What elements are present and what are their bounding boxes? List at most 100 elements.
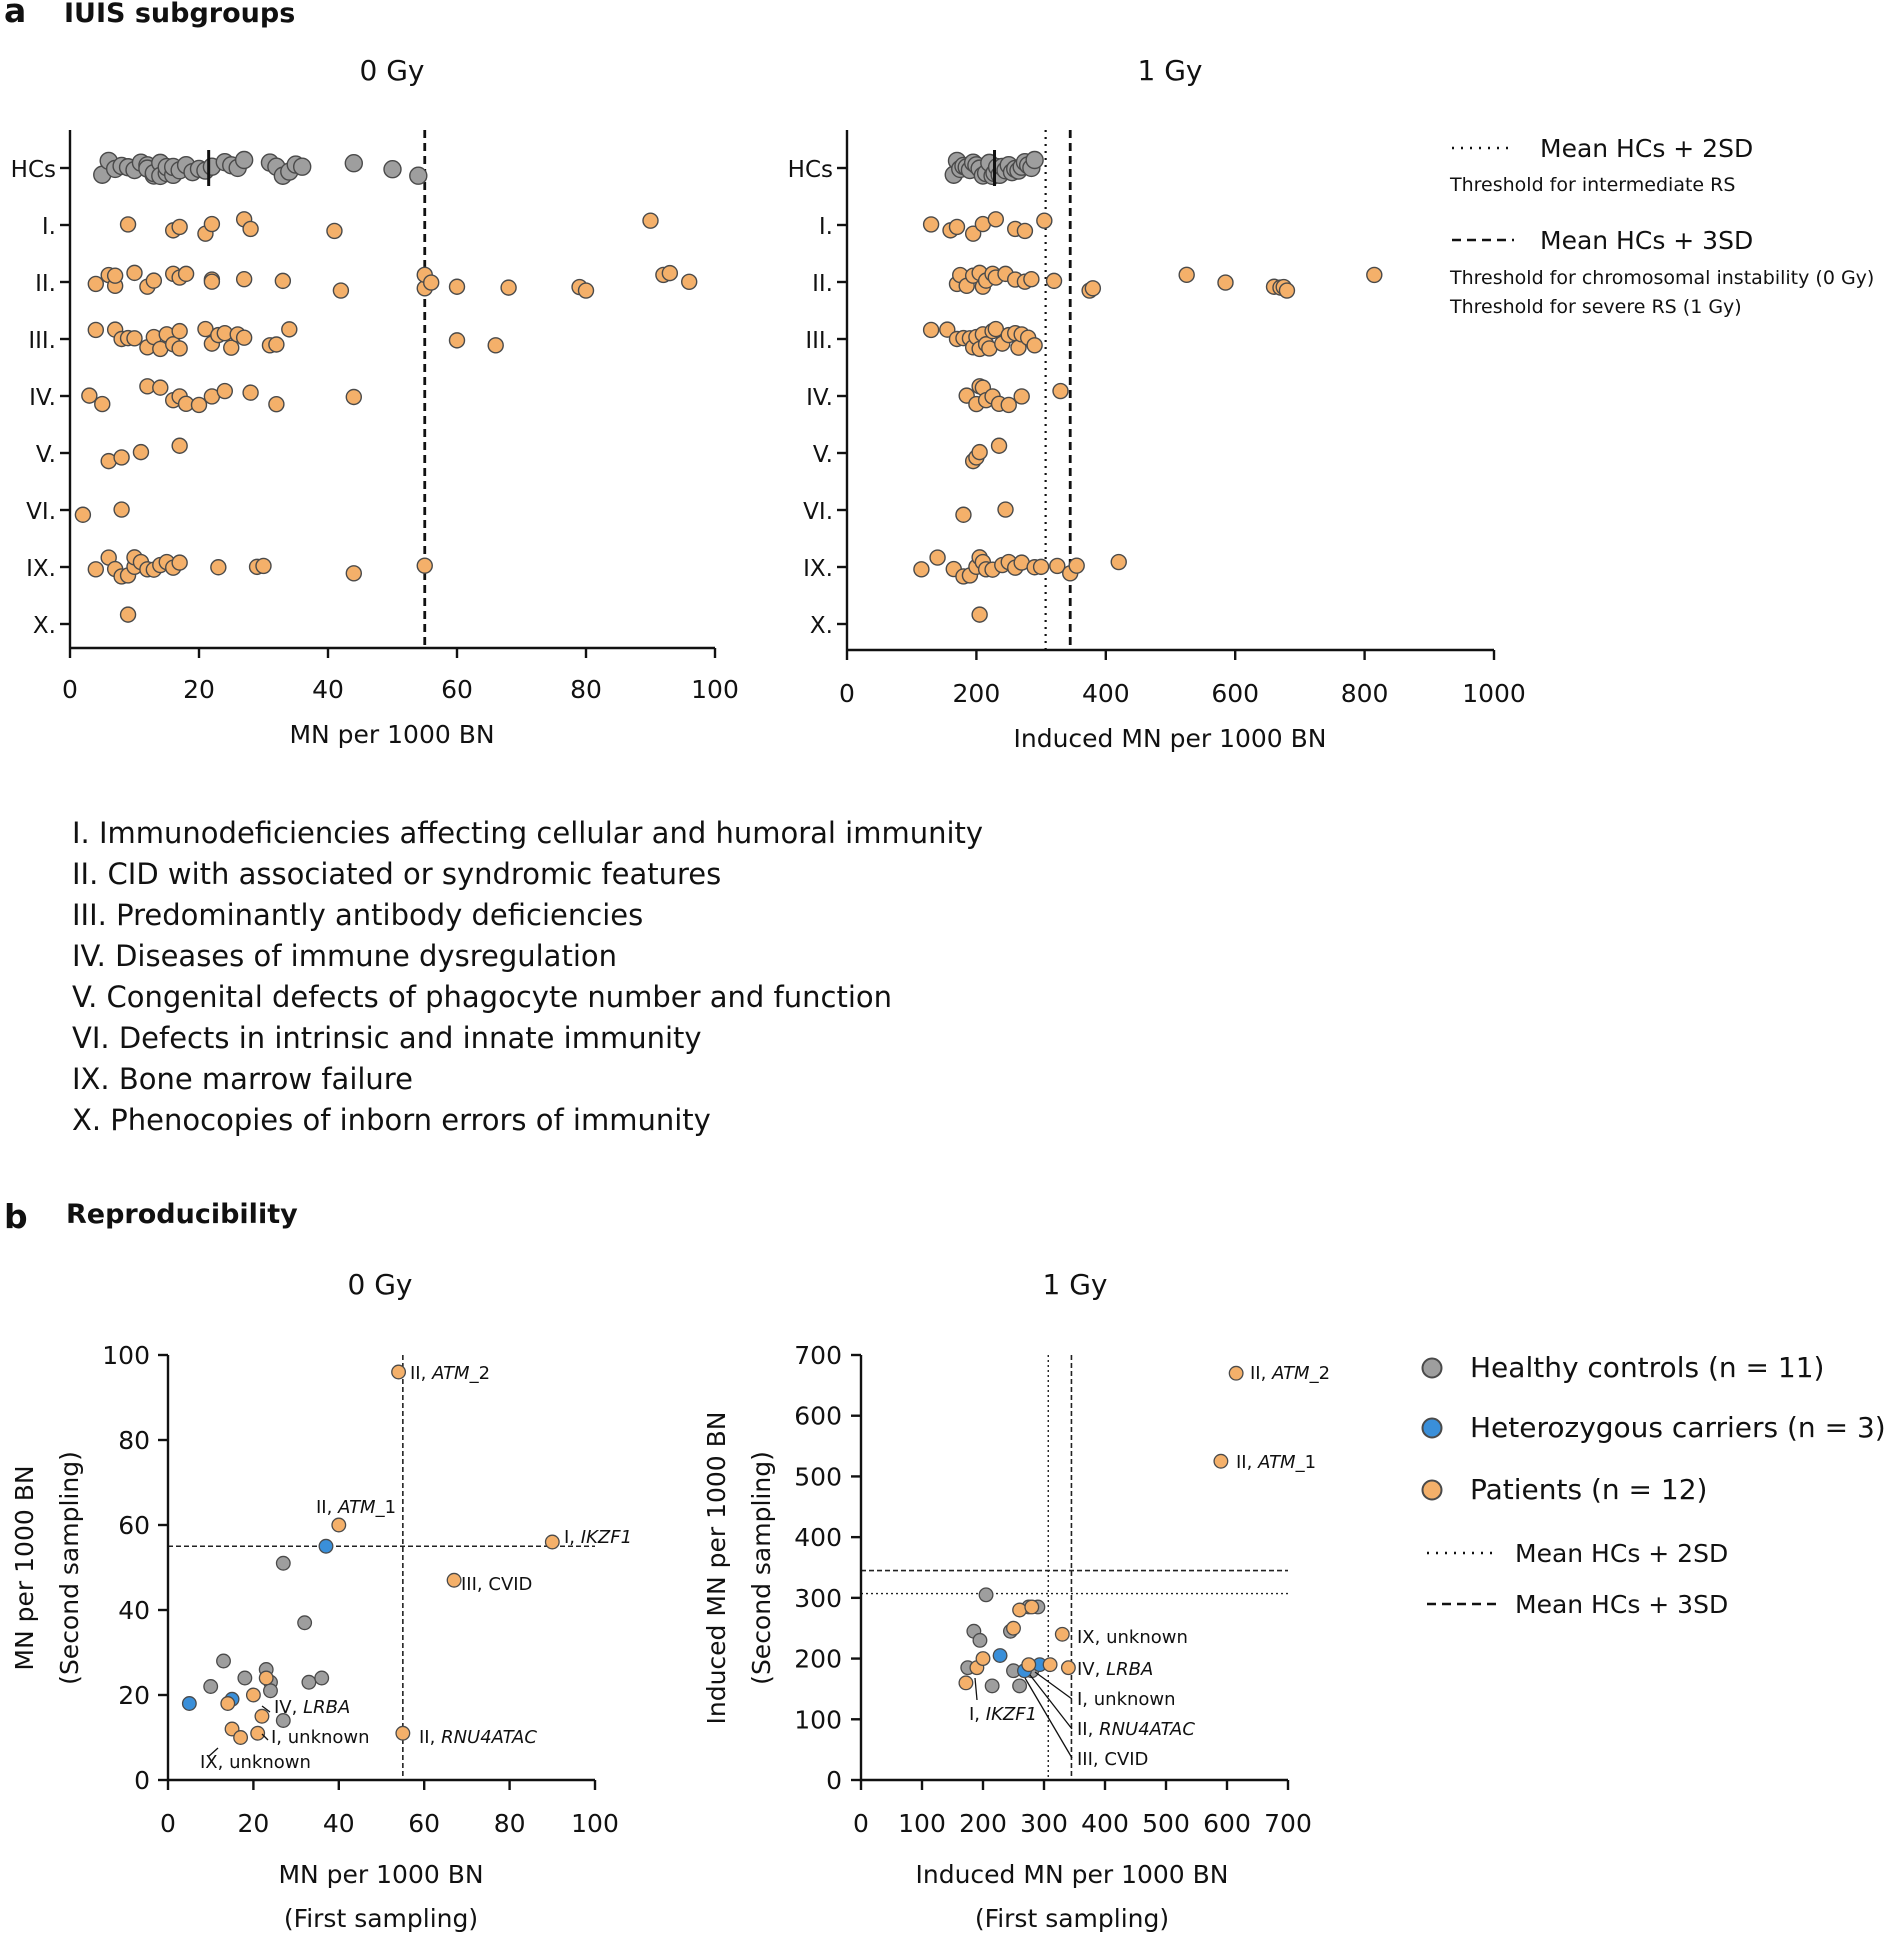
category-label: IX. [803,556,833,582]
point-annotation: IX, unknown [1077,1627,1188,1648]
patient-point [274,272,292,290]
point-annotation: II, ATM_1 [1236,1452,1316,1473]
x-tick-label: 20 [237,1809,269,1838]
patient-point [331,1517,347,1533]
patient-point [119,606,137,623]
point-annotation: I, IKZF1 [564,1527,632,1548]
patient-point [1228,1365,1244,1381]
hc-point [297,1615,313,1631]
hc-point [275,1713,291,1728]
category-label: X. [810,613,833,639]
patient-point [245,1687,261,1703]
patient-point [74,506,92,523]
legend-hc-marker [1421,1357,1443,1379]
desc-line: IV. Diseases of immune dysregulation [72,939,617,973]
patient-point [922,321,940,339]
patient-point [250,1725,266,1741]
hc-point [978,1587,994,1603]
y-tick-label: 600 [794,1402,842,1431]
patient-point [448,278,466,295]
patient-point [913,561,930,578]
plot-a-1gy-title: 1 Gy [1138,54,1203,87]
x-tick-label: 40 [312,675,344,704]
patient-point [233,1730,249,1745]
patient-point [171,437,188,454]
y-tick-label: 300 [794,1584,842,1613]
patient-point [87,275,105,293]
hc-point [275,1555,291,1571]
y-tick-label: 0 [134,1766,150,1795]
x-tick-label: 100 [691,675,739,704]
category-label: IX. [26,556,56,582]
patient-point [958,1675,974,1691]
y-tick-label: 80 [118,1426,150,1455]
category-label: V. [36,442,56,468]
hc-point [344,154,363,173]
patient-point [119,216,137,233]
patient-point [281,321,298,338]
hc-point [972,1632,988,1648]
patient-point [345,565,362,582]
y-tick-label: 100 [794,1705,842,1734]
plot-b-0gy-title: 0 Gy [348,1268,413,1301]
plot-b-1gy-title: 1 Gy [1043,1268,1108,1301]
patient-point [1110,553,1127,571]
patient-point [1012,1602,1028,1618]
annotation-leader [1034,1671,1073,1700]
y-tick-label: 100 [102,1341,150,1370]
plot-a-0gy: 0 Gy HCs I. II. III. IV. V. VI. IX. X. 0 20 40 60 80… [11,54,739,749]
annotation-leader [974,1677,978,1701]
patient-point [132,443,150,461]
legend-3sd-sub2: Threshold for severe RS (1 Gy) [1449,296,1742,318]
x-axis-label: MN per 1000 BN [278,1860,483,1889]
patient-point [203,273,221,290]
point-annotation: III, CVID [461,1574,532,1595]
x-tick-label: 500 [1142,1809,1190,1838]
x-tick-label: 20 [183,675,215,704]
point-annotation: IV, LRBA [1077,1659,1153,1680]
patient-point [971,606,988,623]
x-tick-label: 600 [1211,679,1259,708]
x-axis-label-2: (First sampling) [975,1904,1169,1933]
hc-point [984,1678,1000,1694]
legend-carrier-label: Heterozygous carriers (n = 3) [1470,1411,1886,1444]
x-tick-label: 80 [494,1809,526,1838]
annotation-leader [1029,1674,1073,1730]
category-label: VI. [26,499,56,525]
x-tick-label: 200 [953,679,1001,708]
patient-point [990,437,1008,454]
patient-point [1042,1657,1058,1673]
patient-point [113,501,130,518]
panel-a-tag: a [4,0,26,30]
point-annotation: I, unknown [271,1727,370,1748]
point-annotation: IX, unknown [200,1752,311,1773]
patient-point [395,1725,411,1741]
panel-a-title: IUIS subgroups [64,0,295,29]
panel-b-title: Reproducibility [66,1199,298,1230]
legend-3sd-sub1: Threshold for chromosomal instability (0… [1449,267,1874,289]
x-tick-label: 600 [1203,1809,1251,1838]
desc-line: IX. Bone marrow failure [72,1062,413,1096]
patient-point [1024,1599,1040,1615]
x-axis-label: Induced MN per 1000 BN [1014,724,1327,753]
category-label: VI. [803,499,833,525]
panel-b-tag: b [4,1197,28,1236]
plot-a-1gy: 1 Gy HCs I. II. III. IV. V. VI. IX. X. 0 200 400 60… [788,54,1526,753]
legend-2sd-sub: Threshold for intermediate RS [1449,174,1735,196]
patient-point [997,501,1014,518]
point-annotation: II, RNU4ATAC [1077,1719,1195,1740]
legend-3sd-label: Mean HCs + 3SD [1515,1590,1728,1619]
iuis-descriptions: I. Immunodeficiencies affecting cellular… [72,816,983,1137]
patient-point [171,322,188,340]
annotation-leader [207,1747,219,1758]
patient-point [500,279,517,296]
patient-point [106,267,124,284]
patient-point [220,1696,236,1711]
patient-point [929,549,946,566]
patient-point [661,264,679,282]
patient-point [235,270,253,288]
y-tick-label: 400 [794,1523,842,1552]
x-tick-label: 0 [160,1809,176,1838]
legend-hc-label: Healthy controls (n = 11) [1470,1351,1824,1384]
